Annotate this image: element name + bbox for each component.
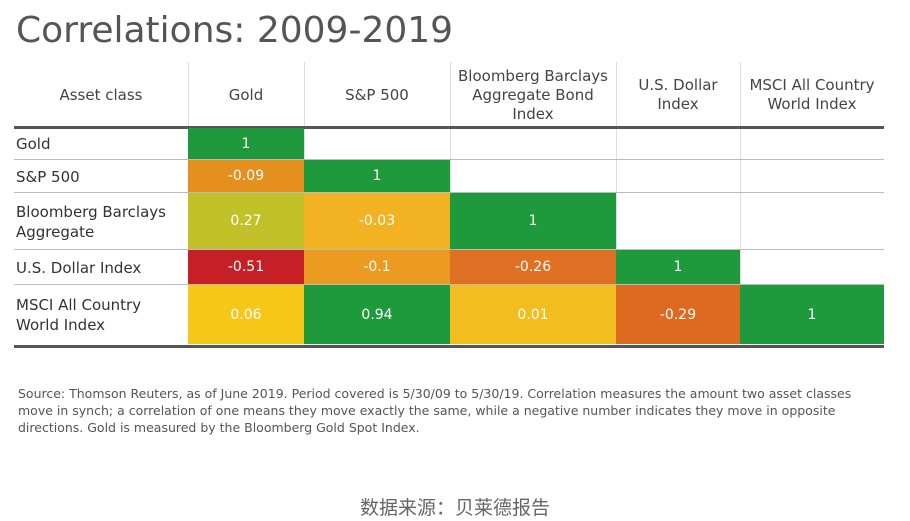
- row-separator: [14, 284, 884, 285]
- heatmap-cell: -0.1: [304, 250, 450, 284]
- column-separator: [740, 62, 741, 345]
- heatmap-cell: 1: [304, 160, 450, 192]
- corner-label: Asset class: [59, 85, 143, 104]
- heatmap-cell: 1: [188, 128, 304, 159]
- heatmap-cell: 0.94: [304, 285, 450, 344]
- heatmap-cell: -0.26: [450, 250, 616, 284]
- row-header: U.S. Dollar Index: [16, 258, 142, 277]
- row-header: Bloomberg Barclays Aggregate: [16, 202, 166, 241]
- column-header: S&P 500: [345, 85, 409, 104]
- row-separator: [14, 249, 884, 250]
- table-bottom-rule: [14, 345, 884, 348]
- column-header: Bloomberg Barclays Aggregate Bond Index: [458, 66, 608, 123]
- header-rule: [14, 126, 884, 129]
- heatmap-cell: -0.29: [616, 285, 740, 344]
- heatmap-cell: 0.06: [188, 285, 304, 344]
- column-header: Gold: [228, 85, 264, 104]
- column-header: U.S. Dollar Index: [638, 76, 718, 113]
- row-separator: [14, 159, 884, 160]
- row-header: S&P 500: [16, 167, 80, 186]
- heatmap-cell: -0.51: [188, 250, 304, 284]
- source-note: Source: Thomson Reuters, as of June 2019…: [18, 386, 852, 435]
- row-separator: [14, 192, 884, 193]
- heatmap-cell: -0.03: [304, 193, 450, 249]
- row-header: Gold: [16, 135, 51, 153]
- row-header: MSCI All Country World Index: [16, 296, 142, 334]
- heatmap-cell: 1: [740, 285, 884, 344]
- column-separator: [616, 62, 617, 345]
- heatmap-cell: 0.27: [188, 193, 304, 249]
- chart-title: Correlations: 2009-2019: [16, 10, 454, 51]
- heatmap-cell: 1: [450, 193, 616, 249]
- heatmap-cell: -0.09: [188, 160, 304, 192]
- heatmap-cell: 0.01: [450, 285, 616, 344]
- heatmap-cell: 1: [616, 250, 740, 284]
- data-source-credit: 数据来源：贝莱德报告: [359, 497, 550, 519]
- column-header: MSCI All Country World Index: [749, 76, 875, 113]
